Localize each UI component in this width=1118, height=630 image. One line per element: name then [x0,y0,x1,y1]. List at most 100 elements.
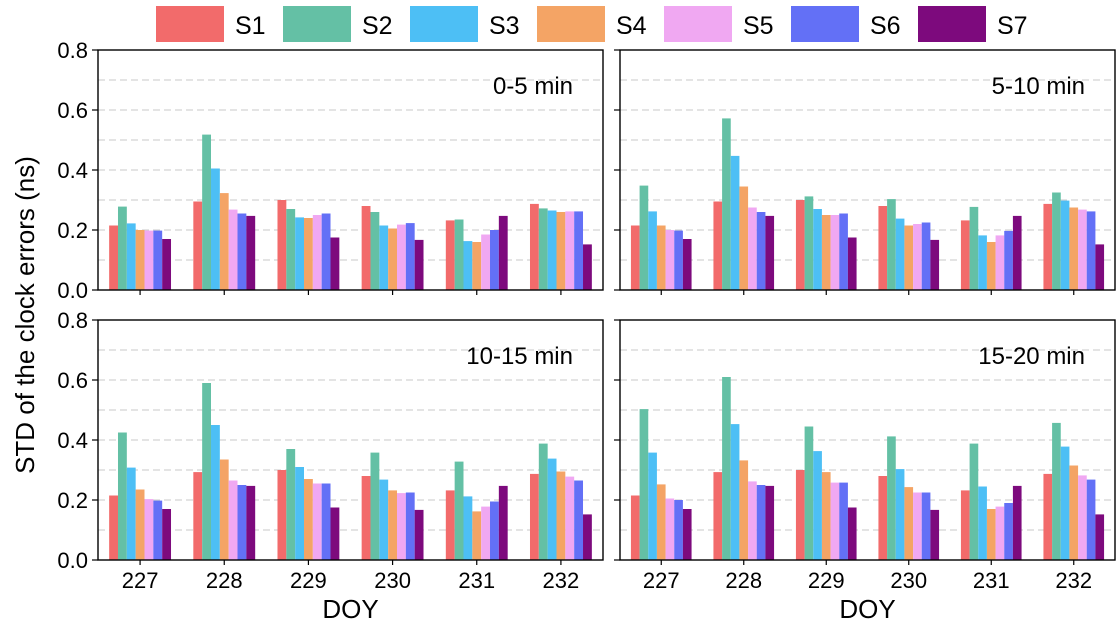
bar-s7-232 [583,244,592,290]
y-axis-title: STD of the clock errors (ns) [10,156,40,474]
bar-s3-232 [1060,200,1070,290]
bar-s3-230 [895,469,905,560]
y-tick-label: 0.2 [57,218,88,243]
bar-s6-228 [237,213,247,290]
bar-s2-230 [887,436,896,560]
bar-s4-228 [739,186,749,290]
bar-s3-229 [813,451,822,560]
bar-s7-229 [330,237,340,290]
bar-s3-232 [1060,446,1070,560]
bar-s1-228 [193,201,203,290]
bar-s5-230 [913,492,922,560]
bar-s1-230 [878,476,888,560]
bar-s1-229 [277,200,287,290]
bar-s4-227 [656,225,666,290]
bar-s6-230 [921,492,931,560]
x-tick-label: 228 [206,568,243,593]
bar-s2-231 [969,443,979,560]
bar-s3-231 [978,486,987,560]
bar-s6-229 [839,213,848,290]
bar-s1-228 [193,472,203,560]
bar-s5-231 [995,235,1005,290]
bar-s4-227 [135,230,145,290]
y-tick-label: 0.6 [57,98,88,123]
bar-s2-228 [722,377,731,560]
bar-s7-227 [162,239,172,290]
bar-s5-227 [144,499,154,560]
bar-s3-228 [730,155,740,290]
bar-s2-229 [286,209,296,290]
bar-s6-232 [574,211,584,290]
bar-s6-231 [1004,503,1013,560]
bar-s4-232 [556,212,566,290]
legend-swatch-s5 [664,6,732,42]
bar-s3-228 [210,168,220,290]
bar-s6-228 [756,212,766,290]
bar-s5-228 [228,209,238,290]
x-axis-title: DOY [322,594,378,624]
bar-s1-232 [1043,473,1053,560]
bar-s5-231 [481,234,491,290]
bar-s4-229 [821,215,831,290]
y-tick-label: 0.8 [57,308,88,333]
bar-s3-230 [379,225,389,290]
bar-s7-228 [246,485,256,560]
bar-s4-230 [904,225,914,290]
bar-s2-231 [454,461,464,560]
bar-s2-230 [887,199,896,290]
bar-s3-229 [295,217,304,290]
legend-swatch-s4 [537,6,605,42]
bar-s5-228 [748,207,757,290]
x-tick-label: 227 [122,568,159,593]
bar-s1-227 [109,225,118,290]
bar-s5-229 [830,215,840,290]
bar-s3-230 [895,218,905,290]
bar-s5-230 [913,224,922,290]
bar-s7-229 [330,507,340,560]
bar-s5-227 [144,230,154,290]
bar-s1-231 [960,490,970,560]
bar-s7-231 [1012,485,1022,560]
bar-s7-232 [583,514,592,560]
bar-s2-231 [969,206,979,290]
bar-s5-227 [665,230,675,290]
legend-label-s1: S1 [235,12,266,40]
bar-s5-228 [228,480,238,560]
bar-s4-230 [904,487,914,560]
bar-s2-228 [202,383,211,560]
bar-s5-230 [397,493,406,560]
bar-s3-229 [295,467,304,560]
bar-s7-228 [246,215,256,290]
bar-s1-227 [630,225,640,290]
bar-s4-229 [303,218,313,290]
bar-s5-229 [312,215,322,290]
legend-label-s6: S6 [870,12,901,40]
bar-s5-232 [1078,209,1087,290]
bar-s6-227 [153,230,163,290]
y-tick-label: 0.2 [57,488,88,513]
bar-s7-232 [1095,244,1105,290]
bar-s1-227 [630,495,640,560]
bar-s7-230 [414,239,424,290]
panel-label: 5-10 min [992,73,1085,100]
x-tick-label: 230 [890,568,927,593]
x-tick-label: 231 [458,568,495,593]
bar-s4-227 [656,484,666,560]
bar-s5-229 [312,483,322,560]
legend-swatch-s1 [156,6,224,42]
bar-s4-231 [472,242,482,290]
bar-s3-228 [210,425,220,560]
y-tick-label: 0.8 [57,38,88,63]
bar-s6-230 [405,223,415,290]
bar-s2-232 [1052,192,1061,290]
x-tick-label: 229 [290,568,327,593]
bar-s7-227 [682,239,692,290]
bar-s1-232 [529,473,539,560]
y-tick-label: 0.6 [57,368,88,393]
bar-s6-230 [921,222,931,290]
bar-s3-231 [463,241,473,290]
bar-s4-232 [556,471,566,560]
bar-s5-229 [830,482,840,560]
bar-s7-230 [930,239,940,290]
